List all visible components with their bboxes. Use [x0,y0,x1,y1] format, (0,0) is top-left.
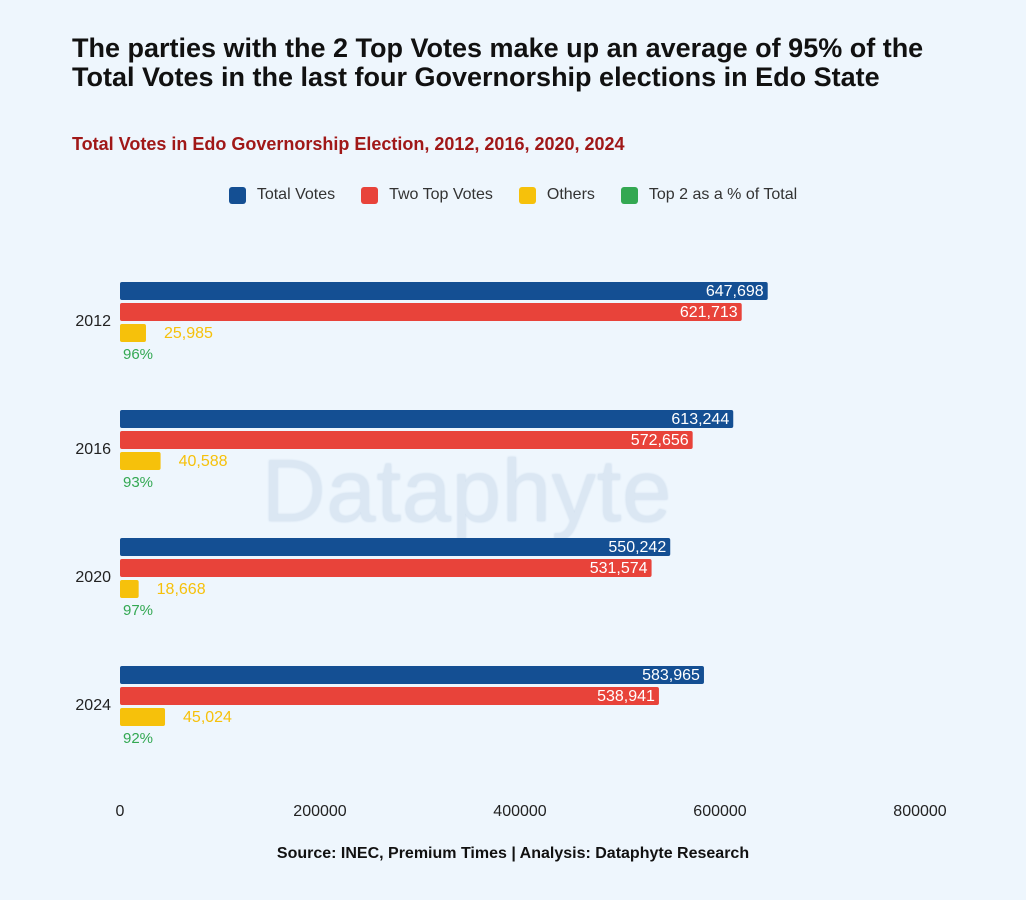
legend-item-total-votes[interactable]: Total Votes [228,186,336,204]
legend-swatch-others [518,186,536,204]
data-label-total-votes-2024: 583,965 [642,667,700,684]
data-label-others-2020: 18,668 [157,581,206,598]
data-label-two-top-votes-2024: 538,941 [597,688,655,705]
legend-label-total-votes: Total Votes [256,186,336,203]
x-tick-label-400000: 400000 [493,803,546,820]
legend-swatch-two-top-votes [361,186,379,204]
category-label-2024: 2024 [75,697,111,714]
data-label-others-2024: 45,024 [183,709,232,726]
legend: Total Votes Two Top Votes Others Top 2 a… [0,184,1026,206]
bar-others-2016[interactable] [120,452,161,470]
legend-swatch-total-votes [228,186,246,204]
bar-total-votes-2024[interactable] [120,666,704,684]
source-note: Source: INEC, Premium Times | Analysis: … [276,845,750,862]
bar-two-top-votes-2024[interactable] [120,687,659,705]
bar-others-2012[interactable] [120,324,146,342]
x-tick-label-600000: 600000 [693,803,746,820]
data-label-top2-percent-2020: 97% [123,602,153,619]
bar-total-votes-2020[interactable] [120,538,671,556]
data-label-two-top-votes-2016: 572,656 [631,432,689,449]
legend-item-top2-percent[interactable]: Top 2 as a % of Total [620,186,798,204]
bar-others-2024[interactable] [120,708,166,726]
bar-total-votes-2012[interactable] [120,282,768,300]
data-label-others-2012: 25,985 [164,325,213,342]
category-label-2016: 2016 [75,441,111,458]
data-label-total-votes-2012: 647,698 [706,283,764,300]
data-label-top2-percent-2012: 96% [123,346,153,363]
bar-two-top-votes-2016[interactable] [120,431,693,449]
data-label-top2-percent-2016: 93% [123,474,153,491]
data-label-two-top-votes-2012: 621,713 [680,304,738,321]
category-label-2012: 2012 [75,313,111,330]
x-tick-label-0: 0 [116,803,125,820]
legend-label-others: Others [546,186,595,203]
legend-item-two-top-votes[interactable]: Two Top Votes [361,186,493,204]
legend-swatch-top2-percent [620,186,638,204]
legend-label-top2-percent: Top 2 as a % of Total [648,186,798,203]
data-label-top2-percent-2024: 92% [123,730,153,747]
data-label-two-top-votes-2020: 531,574 [590,560,648,577]
data-label-total-votes-2016: 613,244 [671,411,729,428]
bar-others-2020[interactable] [120,580,139,598]
x-tick-label-800000: 800000 [893,803,946,820]
category-label-2020: 2020 [75,569,111,586]
bar-two-top-votes-2020[interactable] [120,559,652,577]
x-tick-label-200000: 200000 [293,803,346,820]
legend-label-two-top-votes: Two Top Votes [389,186,493,203]
data-label-total-votes-2020: 550,242 [608,539,666,556]
bar-total-votes-2016[interactable] [120,410,734,428]
chart-title: The parties with the 2 Top Votes make up… [72,33,924,92]
data-label-others-2016: 40,588 [179,453,228,470]
legend-item-others[interactable]: Others [518,186,595,204]
bar-two-top-votes-2012[interactable] [120,303,742,321]
chart-subtitle: Total Votes in Edo Governorship Election… [72,134,625,154]
